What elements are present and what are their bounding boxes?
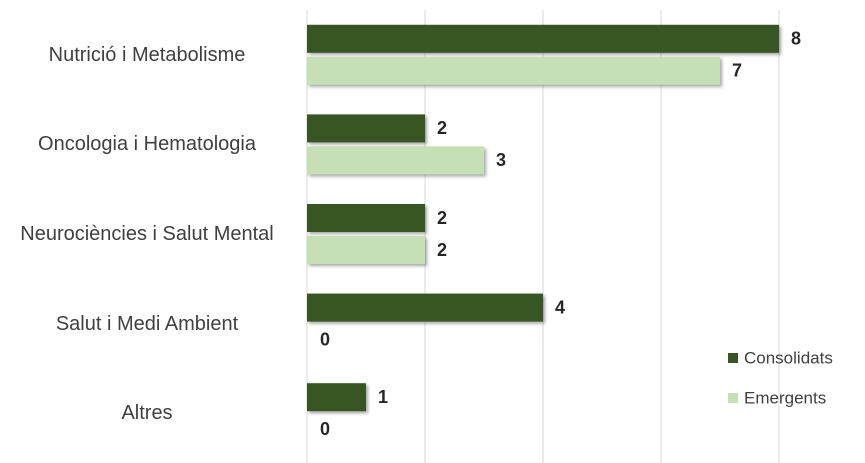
value-label: 2 — [437, 240, 447, 260]
bar — [307, 24, 779, 53]
value-label: 8 — [791, 29, 801, 49]
value-label: 4 — [555, 297, 565, 317]
legend-swatch — [728, 393, 738, 403]
legend-label: Consolidats — [744, 348, 833, 367]
bar — [307, 293, 543, 322]
y-tick-label: Salut i Medi Ambient — [55, 312, 239, 335]
value-label: 1 — [378, 387, 388, 407]
category-label-box: Oncologia i Hematologia — [2, 104, 292, 184]
category-label-box: Altres — [2, 373, 292, 453]
legend-swatch — [728, 353, 738, 363]
category-label-wrap: Neurociències i Salut Mental — [2, 194, 292, 274]
bar — [307, 383, 366, 412]
category-label-wrap: Nutrició i Metabolisme — [2, 15, 292, 95]
bar — [307, 146, 484, 175]
value-label: 0 — [320, 419, 330, 439]
value-label: 2 — [437, 208, 447, 228]
value-label: 2 — [437, 118, 447, 138]
category-label-wrap: Oncologia i Hematologia — [2, 104, 292, 184]
category-label-box: Nutrició i Metabolisme — [2, 15, 292, 95]
value-label: 0 — [320, 329, 330, 349]
category-label-box: Salut i Medi Ambient — [2, 284, 292, 364]
value-label: 3 — [496, 150, 506, 170]
bar — [307, 114, 425, 143]
bar — [307, 236, 425, 264]
value-label: 7 — [732, 61, 742, 81]
y-tick-label: Nutrició i Metabolisme — [48, 43, 246, 66]
bar — [307, 56, 720, 85]
legend-label: Emergents — [744, 388, 826, 407]
y-tick-label: Altres — [121, 402, 173, 425]
category-label-wrap: Salut i Medi Ambient — [2, 284, 292, 364]
bar — [307, 204, 425, 232]
category-label-box: Neurociències i Salut Mental — [2, 194, 292, 274]
y-tick-label: Oncologia i Hematologia — [38, 133, 256, 156]
y-tick-label: Neurociències i Salut Mental — [20, 223, 274, 245]
category-label-wrap: Altres — [2, 373, 292, 453]
